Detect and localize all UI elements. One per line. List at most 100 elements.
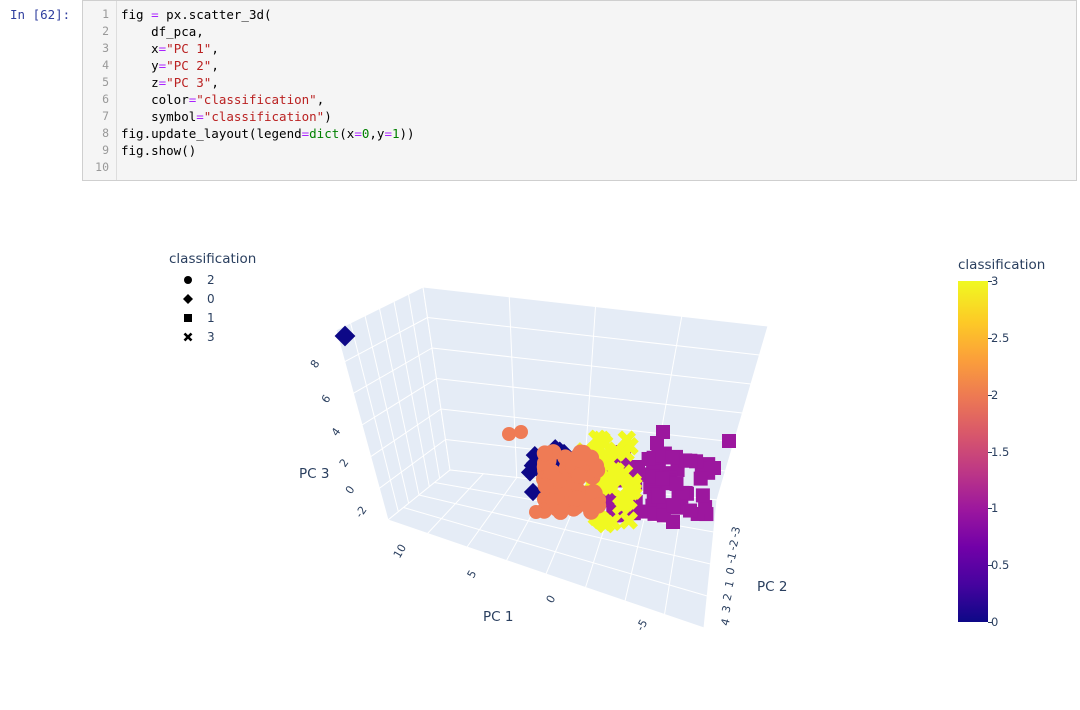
point-circle	[586, 485, 603, 502]
point-square	[683, 503, 698, 518]
colorbar-tick-label: 0.5	[991, 558, 1010, 573]
point-square	[650, 480, 665, 495]
code-line[interactable]: 9 fig.show()	[83, 142, 1073, 159]
point-circle	[575, 444, 592, 461]
z-tick-label: 4	[329, 425, 344, 438]
point-square	[645, 477, 660, 492]
code-line[interactable]: 8 fig.update_layout(legend=dict(x=0,y=1))	[83, 125, 1073, 142]
point-x	[589, 464, 609, 483]
point-diamond	[550, 441, 569, 460]
point-circle	[567, 498, 584, 515]
point-circle	[552, 503, 569, 520]
point-square	[678, 453, 693, 468]
point-square	[707, 461, 721, 475]
point-square	[651, 489, 666, 504]
point-square	[604, 467, 619, 482]
point-square	[655, 471, 670, 486]
point-square	[689, 454, 704, 469]
point-circle	[536, 471, 553, 488]
y-axis-title: PC 2	[757, 579, 787, 595]
line-number: 3	[102, 41, 109, 55]
point-diamond	[545, 443, 564, 462]
grid-line	[440, 408, 735, 443]
colorbar-tick-label: 0	[991, 615, 999, 629]
colorbar-tick-label: 3	[991, 274, 999, 288]
point-circle	[541, 473, 558, 490]
code-line[interactable]: 2 df_pca,	[83, 23, 1073, 40]
grid-line	[379, 439, 446, 489]
line-number: 7	[102, 109, 109, 123]
code-line[interactable]: 3 x="PC 1",	[83, 40, 1073, 57]
point-square	[669, 476, 684, 491]
point-diamond	[552, 449, 571, 468]
point-square	[646, 459, 661, 474]
colorbar-tick-mark	[988, 565, 992, 567]
code-text: z="PC 3",	[121, 75, 219, 90]
point-circle	[536, 491, 553, 508]
point-x	[583, 492, 603, 512]
point-square	[701, 465, 716, 480]
point-circle	[502, 427, 516, 441]
code-line[interactable]: 7 symbol="classification")	[83, 108, 1073, 125]
point-square	[611, 495, 626, 510]
point-diamond	[541, 485, 560, 504]
point-circle	[552, 467, 569, 484]
point-circle	[565, 458, 582, 475]
point-square	[658, 476, 673, 491]
code-line[interactable]: 1 fig = px.scatter_3d(	[83, 6, 1073, 23]
line-number: 6	[102, 92, 109, 106]
code-line[interactable]: 10	[83, 159, 1073, 176]
point-square	[606, 501, 621, 516]
point-x	[624, 476, 643, 496]
code-text: y="PC 2",	[121, 58, 219, 73]
y-tick-label: 0	[723, 566, 737, 576]
colorbar-tick-mark	[988, 337, 992, 339]
legend-label: 3	[207, 330, 215, 344]
point-x	[596, 514, 615, 534]
grid-line	[427, 473, 484, 534]
point-x	[603, 512, 622, 532]
code-line[interactable]: 5 z="PC 3",	[83, 74, 1073, 91]
point-circle	[583, 503, 600, 520]
code-line[interactable]: 6 color="classification",	[83, 91, 1073, 108]
back-left-wall	[335, 286, 451, 521]
point-x	[577, 491, 597, 511]
point-circle	[541, 471, 558, 488]
point-square	[617, 448, 632, 463]
grid-line	[508, 296, 518, 478]
point-circle	[576, 463, 593, 480]
colorbar-tick-label: 1.5	[991, 444, 1010, 459]
code-cell[interactable]: 1 fig = px.scatter_3d(2 df_pca, 3 x="PC 1"…	[82, 0, 1077, 181]
point-circle	[543, 444, 560, 461]
point-x	[599, 474, 619, 493]
point-x	[575, 442, 594, 461]
point-circle	[564, 489, 581, 506]
point-circle	[542, 463, 559, 480]
point-circle	[536, 445, 553, 462]
colorbar-tick-label: 2.5	[991, 330, 1010, 345]
point-circle	[550, 472, 567, 489]
point-circle	[589, 462, 606, 479]
point-diamond	[547, 443, 567, 462]
point-diamond	[523, 482, 543, 502]
line-number: 4	[102, 58, 109, 72]
grid-line	[427, 317, 760, 356]
point-square	[694, 461, 709, 476]
grid-line	[418, 494, 711, 565]
point-square	[657, 466, 672, 481]
point-x	[616, 493, 635, 512]
code-line[interactable]: 4 y="PC 2",	[83, 57, 1073, 74]
point-circle	[578, 449, 595, 466]
code-text: x="PC 1",	[121, 41, 219, 56]
z-tick-label: 2	[337, 456, 352, 469]
point-circle	[539, 459, 556, 476]
point-circle	[578, 448, 595, 465]
grid-line	[585, 488, 618, 588]
point-square	[646, 473, 661, 488]
point-x	[572, 462, 592, 481]
point-square	[632, 467, 647, 482]
point-square	[656, 425, 670, 439]
point-square	[661, 473, 676, 488]
point-square	[607, 508, 622, 523]
x-tick-label: 0	[544, 593, 559, 606]
